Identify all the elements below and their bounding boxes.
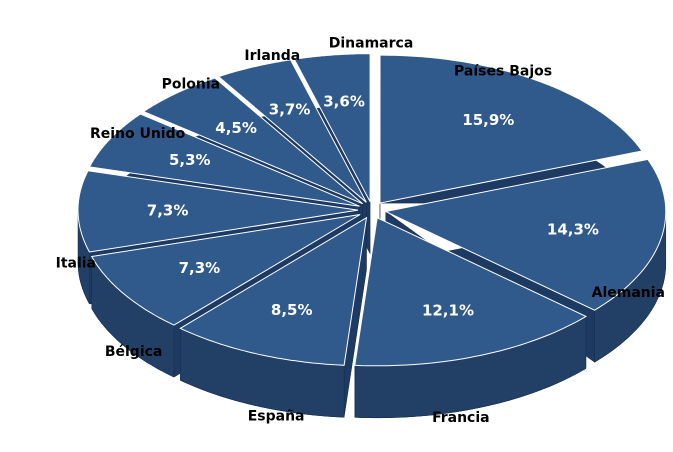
slice [90, 214, 361, 326]
slice [384, 158, 667, 311]
value-label: 15,9% [462, 111, 514, 129]
category-label: Bélgica [105, 344, 163, 360]
category-label: Francia [432, 410, 490, 426]
value-label: 3,7% [269, 101, 311, 119]
value-label: 12,1% [422, 302, 474, 320]
slice [293, 53, 371, 202]
category-label: Italia [56, 256, 96, 272]
value-label: 3,6% [323, 92, 365, 110]
value-label: 4,5% [215, 119, 257, 137]
value-label: 5,3% [169, 151, 211, 169]
category-label: España [248, 409, 305, 425]
slice [142, 77, 364, 205]
value-label: 14,3% [547, 221, 599, 239]
category-label: Alemania [592, 285, 665, 301]
category-label: Reino Unido [90, 126, 186, 142]
category-label: Dinamarca [329, 35, 414, 51]
value-label: 8,5% [271, 301, 313, 319]
slice [354, 217, 588, 367]
slice [217, 59, 367, 203]
category-label: Países Bajos [454, 64, 552, 80]
value-label: 7,3% [147, 202, 189, 220]
category-label: Irlanda [244, 48, 300, 64]
value-label: 7,3% [179, 259, 221, 277]
slice [379, 54, 643, 204]
slice [88, 113, 360, 207]
slice [77, 170, 359, 253]
category-label: Polonia [162, 76, 221, 92]
slice [179, 216, 368, 366]
